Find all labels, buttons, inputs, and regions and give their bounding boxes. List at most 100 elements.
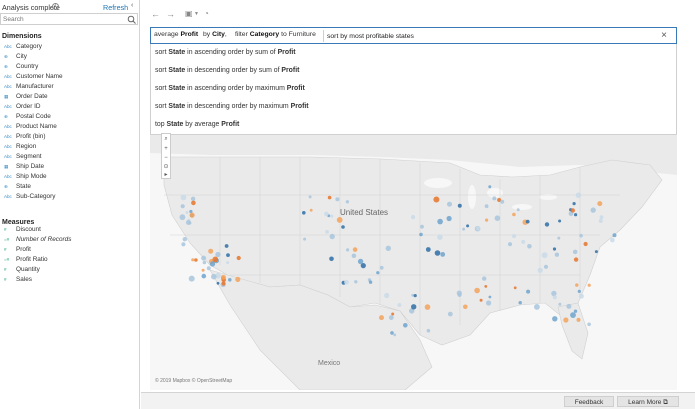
city-mark[interactable] [189,212,195,218]
dimension-field[interactable]: ▦ Order Date [4,93,48,103]
city-mark[interactable] [324,211,329,217]
city-mark[interactable] [492,196,497,201]
city-mark[interactable] [426,328,431,333]
city-mark[interactable] [390,331,394,335]
city-mark[interactable] [482,276,487,281]
city-mark[interactable] [570,312,576,318]
city-mark[interactable] [576,317,581,322]
dimension-field[interactable]: ⊕ State [4,183,31,193]
query-pill-filter-category[interactable]: filter Category to Furniture [235,31,316,38]
city-mark[interactable] [573,257,579,262]
city-mark[interactable] [551,290,557,297]
city-mark[interactable] [379,315,384,321]
city-mark[interactable] [351,253,357,259]
city-mark[interactable] [215,251,221,258]
city-mark[interactable] [446,215,452,222]
city-mark[interactable] [190,196,196,201]
city-mark[interactable] [188,275,195,282]
city-mark[interactable] [437,218,443,225]
city-mark[interactable] [479,298,483,302]
city-mark[interactable] [594,250,598,254]
city-mark[interactable] [368,280,373,284]
city-mark[interactable] [587,283,591,287]
city-mark[interactable] [413,294,417,298]
city-mark[interactable] [181,242,186,247]
city-mark[interactable] [191,200,196,206]
city-mark[interactable] [484,285,488,288]
city-mark[interactable] [308,195,312,199]
city-mark[interactable] [329,256,334,262]
back-arrow-icon[interactable]: ← [151,9,160,19]
zoom-out-icon[interactable]: − [164,155,168,161]
city-mark[interactable] [543,264,549,269]
city-mark[interactable] [440,252,446,257]
city-mark[interactable] [424,304,431,310]
city-mark[interactable] [512,212,516,217]
suggestion-item[interactable]: sort State in ascending order by maximum… [155,81,673,97]
city-mark[interactable] [544,222,550,227]
city-mark[interactable] [578,293,584,299]
city-mark[interactable] [572,249,578,255]
city-mark[interactable] [537,267,543,273]
city-mark[interactable] [485,218,489,222]
city-mark[interactable] [457,203,462,208]
feedback-button[interactable]: Feedback [564,396,614,407]
city-mark[interactable] [201,255,207,261]
city-mark[interactable] [516,208,520,212]
city-mark[interactable] [500,199,505,204]
city-mark[interactable] [302,211,306,215]
city-mark[interactable] [212,256,219,263]
suggestion-item[interactable]: sort State in descending order by maximu… [155,99,673,115]
measure-field[interactable]: # Profit [4,246,31,256]
city-mark[interactable] [518,301,522,305]
city-mark[interactable] [590,207,596,213]
city-mark[interactable] [341,225,345,229]
city-mark[interactable] [419,232,423,237]
dimension-field[interactable]: Abc Order ID [4,103,41,113]
city-mark[interactable] [507,242,513,247]
dimension-field[interactable]: Abc Category [4,43,42,53]
city-mark[interactable] [224,244,229,248]
city-mark[interactable] [236,255,241,261]
city-mark[interactable] [336,217,343,223]
city-mark[interactable] [484,204,489,209]
city-mark[interactable] [573,309,578,313]
city-mark[interactable] [583,241,588,247]
info-icon[interactable]: i [52,3,59,10]
chevron-down-icon[interactable]: ▼ [194,11,199,17]
city-mark[interactable] [201,273,207,279]
city-mark[interactable] [574,213,578,217]
city-mark[interactable] [346,248,350,252]
city-mark[interactable] [512,234,517,239]
city-mark[interactable] [226,253,230,257]
city-mark[interactable] [554,252,560,257]
history-icon[interactable]: ◔ [204,9,209,18]
search-map-icon[interactable]: ⌕ [164,136,168,142]
city-mark[interactable] [527,244,532,249]
city-mark[interactable] [194,258,198,262]
city-mark[interactable] [411,215,416,220]
map-points[interactable] [179,185,617,337]
city-mark[interactable] [220,274,226,280]
city-mark[interactable] [329,233,335,240]
city-mark[interactable] [209,261,216,267]
close-icon[interactable]: × [661,30,667,41]
city-mark[interactable] [360,263,366,269]
measure-field[interactable]: # Quantity [4,266,40,276]
city-mark[interactable] [610,237,615,243]
city-mark[interactable] [344,279,349,285]
city-mark[interactable] [182,237,187,242]
city-mark[interactable] [411,293,415,297]
city-mark[interactable] [525,219,530,224]
city-mark[interactable] [191,258,195,262]
city-mark[interactable] [575,283,579,287]
city-mark[interactable] [534,304,540,310]
dimension-field[interactable]: ⊕ Postal Code [4,113,51,123]
city-mark[interactable] [228,278,232,282]
city-mark[interactable] [557,236,561,240]
dimension-field[interactable]: Abc Ship Mode [4,173,47,183]
measure-field[interactable]: # Discount [4,226,41,236]
dimension-field[interactable]: Abc Product Name [4,123,57,133]
query-input[interactable] [323,30,653,42]
city-mark[interactable] [335,197,340,202]
